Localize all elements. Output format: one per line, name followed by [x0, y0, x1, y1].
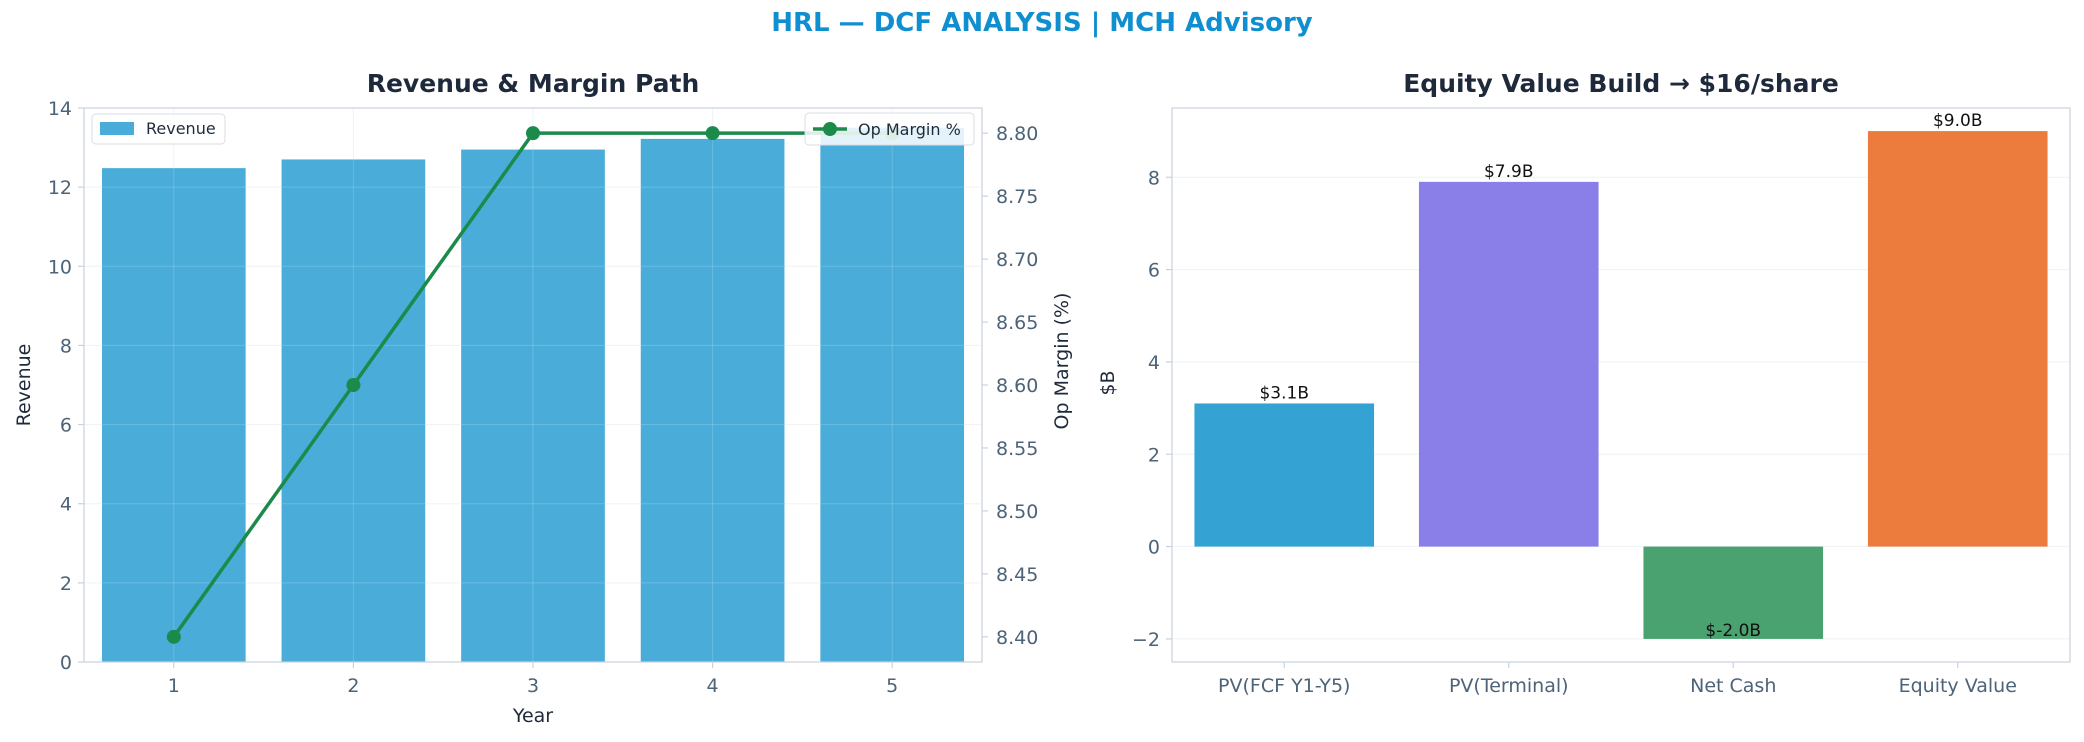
y-tick-label: 2	[1148, 444, 1160, 466]
y2-tick-label: 8.60	[996, 375, 1038, 397]
x-tick-label: PV(FCF Y1-Y5)	[1218, 675, 1350, 697]
y2-tick-label: 8.45	[996, 564, 1038, 586]
y2-tick-label: 8.70	[996, 249, 1038, 271]
chart-title: Revenue & Margin Path	[367, 69, 700, 98]
chart-title: Equity Value Build → $16/share	[1403, 69, 1839, 98]
legend-marker-op-margin	[823, 122, 837, 136]
revenue-bar	[101, 168, 246, 663]
revenue-bar	[461, 149, 605, 663]
x-tick-label: 3	[527, 675, 539, 697]
legend-box-revenue	[91, 113, 226, 145]
x-tick-label: 5	[886, 675, 898, 697]
revenue-bar	[820, 127, 965, 663]
legend-swatch-revenue	[100, 122, 134, 135]
x-axis-label: Year	[512, 705, 553, 727]
data-label: $7.9B	[1484, 162, 1534, 182]
legend-box-op-margin	[804, 112, 975, 146]
y2-tick-label: 8.80	[996, 123, 1038, 145]
revenue-bar	[640, 138, 785, 662]
y2-tick-label: 8.40	[996, 627, 1038, 649]
data-label: $3.1B	[1259, 383, 1309, 403]
y2-tick-label: 8.55	[996, 438, 1038, 460]
y-tick-label: 8	[1148, 167, 1160, 189]
op-margin-point	[166, 629, 181, 644]
bar-pv-fcf	[1194, 403, 1375, 547]
y-tick-label: 10	[48, 256, 72, 278]
y2-tick-label: 8.65	[996, 312, 1038, 334]
plot-frame-right-chart	[1171, 107, 2071, 663]
y-tick-label: 6	[1148, 260, 1160, 282]
legend-label-op-margin: Op Margin %	[858, 120, 961, 139]
x-tick-label: Net Cash	[1690, 675, 1776, 697]
y-tick-label: 6	[60, 415, 72, 437]
bar-net-cash	[1643, 546, 1824, 639]
y-tick-label: −2	[1132, 629, 1160, 651]
y2-axis-label: Op Margin (%)	[1051, 293, 1073, 430]
y2-tick-label: 8.50	[996, 501, 1038, 523]
y-tick-label: 14	[48, 98, 72, 120]
y-tick-label: 8	[60, 335, 72, 357]
y-tick-label: 0	[1148, 537, 1160, 559]
data-label: $-2.0B	[1705, 621, 1761, 641]
y-tick-label: 4	[60, 494, 72, 516]
x-tick-label: Equity Value	[1899, 675, 2017, 697]
y-axis-label: Revenue	[13, 344, 35, 427]
y-tick-label: 2	[60, 573, 72, 595]
x-tick-label: PV(Terminal)	[1449, 675, 1569, 697]
x-tick-label: 4	[707, 675, 719, 697]
bar-pv-terminal	[1418, 181, 1599, 547]
x-tick-label: 2	[347, 675, 359, 697]
legend-label-revenue: Revenue	[146, 119, 216, 138]
y-tick-label: 4	[1148, 352, 1160, 374]
bar-equity-value	[1867, 131, 2048, 547]
op-margin-point	[526, 126, 540, 141]
x-tick-label: 1	[168, 675, 180, 697]
op-margin-point	[705, 126, 720, 141]
figure-suptitle: HRL — DCF ANALYSIS | MCH Advisory	[771, 8, 1313, 38]
revenue-bar	[281, 159, 426, 662]
y-tick-label: 0	[60, 652, 72, 674]
y-tick-label: 12	[48, 177, 72, 199]
op-margin-point	[346, 378, 361, 392]
data-label: $9.0B	[1933, 111, 1983, 131]
y2-tick-label: 8.75	[996, 186, 1038, 208]
y-axis-label: $B	[1097, 370, 1119, 395]
